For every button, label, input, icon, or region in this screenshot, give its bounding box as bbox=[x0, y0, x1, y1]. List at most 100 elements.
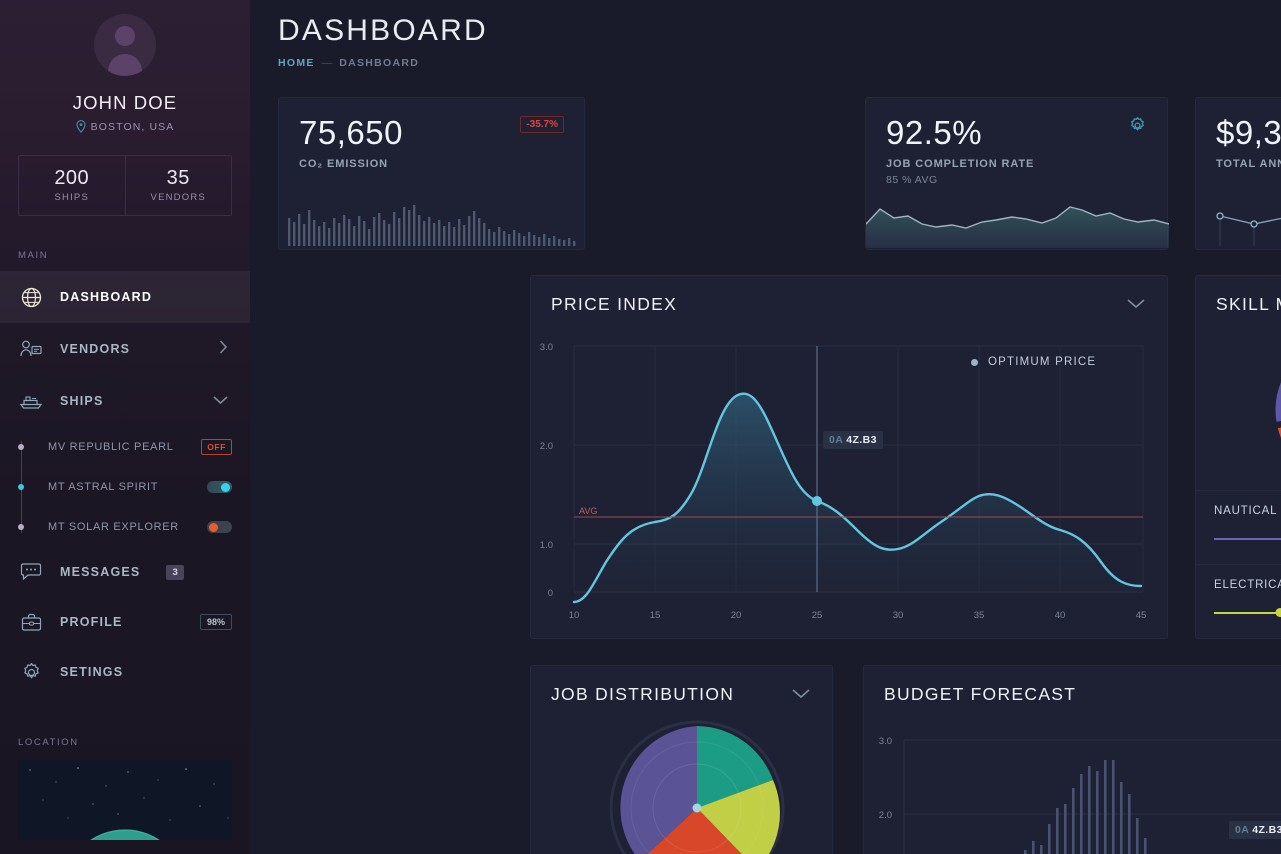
svg-text:3.0: 3.0 bbox=[540, 342, 553, 353]
budget-forecast-tooltip: 0A 4Z.B3 bbox=[1229, 821, 1281, 839]
budget-forecast-title: BUDGET FORECAST bbox=[884, 684, 1077, 704]
avatar bbox=[94, 14, 156, 76]
sidebar-profile: JOHN DOE BOSTON, USA bbox=[0, 0, 250, 133]
svg-text:20: 20 bbox=[731, 610, 742, 621]
sidebar-item-ships[interactable]: SHIPS bbox=[0, 375, 250, 427]
breadcrumb-current: DASHBOARD bbox=[339, 57, 420, 69]
svg-text:15: 15 bbox=[650, 610, 661, 621]
list-item[interactable]: MT SOLAR EXPLORER bbox=[0, 507, 250, 547]
kpi-delta-badge: -35.7% bbox=[520, 116, 564, 133]
svg-text:AVG: AVG bbox=[579, 506, 597, 516]
skill-slider[interactable] bbox=[1214, 534, 1281, 544]
svg-text:3.0: 3.0 bbox=[879, 736, 892, 747]
list-item[interactable]: MT ASTRAL SPIRIT bbox=[0, 467, 250, 507]
ship-control[interactable] bbox=[207, 521, 232, 533]
list-item[interactable]: MV REPUBLIC PEARL OFF bbox=[0, 427, 250, 467]
ship-name: MT ASTRAL SPIRIT bbox=[48, 481, 159, 493]
kpi-card-job-completion: 92.5% JOB COMPLETION RATE 85 % AVG bbox=[865, 97, 1169, 250]
user-name: JOHN DOE bbox=[72, 92, 178, 113]
co2-bar-sparkline bbox=[288, 205, 576, 246]
price-index-legend: OPTIMUM PRICE bbox=[971, 356, 1096, 368]
tooltip-prefix: 0A bbox=[1235, 824, 1250, 836]
skill-mapping-title: SKILL MAPPING bbox=[1216, 294, 1281, 314]
stat-ships-value: 200 bbox=[54, 167, 90, 189]
kpi-card-annual-spend: $9,324,980 TOTAL ANNUAL SPEND bbox=[1195, 97, 1281, 250]
messages-count-badge: 3 bbox=[166, 564, 184, 580]
skill-name: ELECTRICAL bbox=[1214, 579, 1281, 591]
skill-nautical: NAUTICAL bbox=[1196, 490, 1281, 564]
sidebar: JOHN DOE BOSTON, USA 200 SHIPS 35 VENDOR… bbox=[0, 0, 250, 854]
chevron-down-icon[interactable] bbox=[792, 686, 810, 704]
user-location: BOSTON, USA bbox=[0, 120, 250, 133]
location-map-preview[interactable] bbox=[18, 760, 232, 840]
user-location-text: BOSTON, USA bbox=[90, 120, 175, 133]
price-index-tooltip: 0A 4Z.B3 bbox=[823, 431, 883, 449]
svg-text:40: 40 bbox=[1055, 610, 1066, 621]
chevron-down-icon[interactable] bbox=[1127, 296, 1145, 314]
status-badge[interactable]: OFF bbox=[201, 439, 232, 455]
sidebar-item-vendors[interactable]: VENDORS bbox=[0, 323, 250, 375]
svg-text:1.0: 1.0 bbox=[540, 540, 553, 551]
ship-bullet bbox=[18, 524, 24, 530]
svg-text:2.0: 2.0 bbox=[540, 441, 553, 452]
job-distribution-title: JOB DISTRIBUTION bbox=[551, 684, 735, 704]
kpi-label: JOB COMPLETION RATE bbox=[886, 158, 1035, 170]
vendor-card-icon bbox=[18, 339, 44, 359]
stat-vendors: 35 VENDORS bbox=[124, 156, 232, 215]
toggle-switch[interactable] bbox=[207, 521, 232, 533]
price-index-chart: 3.0 2.0 1.0 0 10 15 20 25 30 35 40 45 AV… bbox=[540, 342, 1147, 621]
job-distribution-card: JOB DISTRIBUTION bbox=[530, 665, 833, 854]
kpi-value: $9,324,980 bbox=[1216, 114, 1281, 151]
tooltip-prefix: 0A bbox=[829, 434, 844, 446]
sidebar-item-settings[interactable]: SETINGS bbox=[0, 647, 250, 697]
skill-electrical: ELECTRICAL bbox=[1196, 564, 1281, 638]
map-pin-icon bbox=[76, 120, 86, 133]
chevron-down-icon[interactable] bbox=[213, 392, 228, 410]
skill-donut-chart: +7 bbox=[1271, 332, 1281, 488]
globe-icon bbox=[18, 287, 44, 308]
ship-bullet bbox=[18, 444, 24, 450]
ship-control[interactable] bbox=[207, 481, 232, 493]
svg-text:2.0: 2.0 bbox=[879, 810, 892, 821]
svg-text:25: 25 bbox=[812, 610, 823, 621]
stat-ships: 200 SHIPS bbox=[19, 156, 125, 215]
kpi-label: TOTAL ANNUAL SPEND bbox=[1216, 158, 1281, 170]
sidebar-item-messages-label: MESSAGES bbox=[60, 565, 141, 579]
gear-icon[interactable] bbox=[1128, 116, 1147, 140]
sidebar-item-messages[interactable]: MESSAGES 3 bbox=[0, 547, 250, 597]
stat-ships-label: SHIPS bbox=[54, 192, 89, 203]
sidebar-item-dashboard[interactable]: DASHBOARD bbox=[0, 271, 250, 323]
sidebar-stats: 200 SHIPS 35 VENDORS bbox=[18, 155, 232, 216]
stat-vendors-value: 35 bbox=[166, 167, 190, 189]
svg-text:35: 35 bbox=[974, 610, 985, 621]
ship-name: MV REPUBLIC PEARL bbox=[48, 441, 174, 453]
ship-icon bbox=[18, 393, 44, 409]
ship-control[interactable]: OFF bbox=[201, 439, 232, 455]
briefcase-icon bbox=[18, 613, 44, 632]
breadcrumb-home[interactable]: HOME bbox=[278, 57, 315, 69]
sidebar-item-profile[interactable]: PROFILE 98% bbox=[0, 597, 250, 647]
skill-slider[interactable] bbox=[1214, 608, 1281, 618]
svg-text:0: 0 bbox=[548, 588, 553, 599]
breadcrumb-separator: — bbox=[321, 57, 333, 69]
chevron-right-icon[interactable] bbox=[219, 339, 228, 359]
tooltip-value: 4Z.B3 bbox=[1252, 824, 1281, 836]
skill-mapping-card: SKILL MAPPING +7 bbox=[1195, 275, 1281, 639]
main-content: DASHBOARD HOME — DASHBOARD 75,650 CO₂ EM… bbox=[250, 0, 1281, 854]
kpi-card-co2: 75,650 CO₂ EMISSION -35.7% bbox=[278, 97, 585, 250]
kpi-subtext: 85 % AVG bbox=[886, 174, 938, 186]
price-index-title: PRICE INDEX bbox=[551, 294, 678, 314]
toggle-switch[interactable] bbox=[207, 481, 232, 493]
skill-slider-grid: NAUTICAL MECHANICAL EL bbox=[1196, 490, 1281, 638]
breadcrumb: HOME — DASHBOARD bbox=[250, 57, 1281, 69]
skill-name: NAUTICAL bbox=[1214, 505, 1278, 517]
sidebar-item-ships-label: SHIPS bbox=[60, 394, 104, 408]
page-title: DASHBOARD bbox=[278, 14, 488, 47]
price-index-card: PRICE INDEX bbox=[530, 275, 1168, 639]
kpi-label: CO₂ EMISSION bbox=[299, 158, 389, 170]
job-distribution-pie-chart bbox=[609, 720, 785, 854]
chat-icon bbox=[18, 563, 44, 581]
budget-forecast-chart: 3.0 2.0 bbox=[879, 736, 1281, 854]
legend-label: OPTIMUM PRICE bbox=[988, 356, 1097, 368]
sidebar-item-profile-label: PROFILE bbox=[60, 615, 123, 629]
